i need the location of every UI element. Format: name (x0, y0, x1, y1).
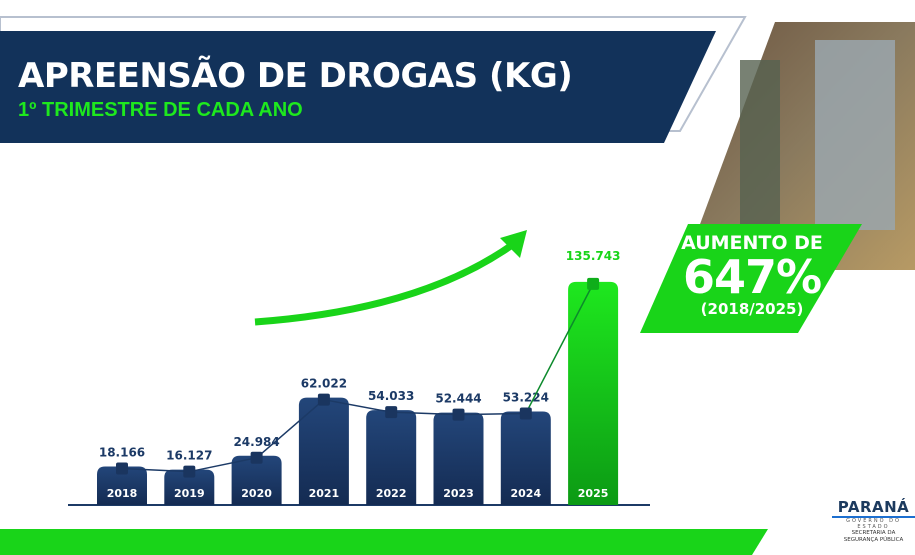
data-label: 52.444 (435, 392, 481, 406)
parana-logo: PARANÁ GOVERNO DO ESTADO SECRETARIA DA S… (832, 498, 915, 544)
increase-badge (640, 224, 862, 333)
data-label: 16.127 (166, 449, 212, 463)
logo-dept: SEGURANÇA PÚBLICA (843, 537, 904, 543)
trend-marker (519, 407, 532, 420)
trend-marker (317, 393, 330, 406)
bar-2023 (433, 412, 484, 505)
trend-marker (385, 406, 398, 419)
officer-figure (815, 40, 895, 230)
bottom-stripe (0, 529, 768, 555)
arrow-head-icon (500, 230, 527, 258)
x-tick-label: 2020 (241, 487, 272, 500)
x-tick-label: 2023 (443, 487, 474, 500)
trend-marker (250, 451, 263, 464)
data-label: 18.166 (99, 445, 145, 459)
data-label: 62.022 (301, 377, 347, 391)
trend-marker (116, 462, 128, 475)
badge-label: AUMENTO DE (681, 232, 823, 254)
badge-period: (2018/2025) (700, 300, 804, 318)
trend-marker (452, 408, 465, 421)
bar-2019 (164, 469, 215, 505)
badge-percent: 647% (682, 250, 822, 304)
trend-marker (183, 465, 196, 478)
data-label: 24.984 (233, 435, 279, 449)
bar-2020 (231, 455, 282, 505)
data-label: 54.033 (368, 389, 414, 403)
x-tick-label: 2021 (309, 487, 340, 500)
data-label: 53.224 (503, 390, 549, 404)
x-tick-label: 2019 (174, 487, 205, 500)
x-tick-label: 2025 (578, 487, 609, 500)
bar-2022 (366, 410, 417, 505)
bar-2018 (97, 466, 147, 505)
logo-name: PARANÁ (837, 498, 910, 516)
banner-outline (0, 16, 747, 132)
trend-marker (587, 277, 600, 290)
bar-2024 (500, 411, 551, 505)
increase-badge-text: AUMENTO DE 647% (2018/2025) (662, 232, 842, 318)
page-title: APREENSÃO DE DROGAS (KG) (18, 56, 573, 96)
trend-line-2025 (525, 283, 594, 414)
growth-arrow (254, 242, 515, 326)
logo-tagline: GOVERNO DO ESTADO (832, 516, 915, 530)
bar-2021 (298, 397, 349, 505)
officer-figure (740, 60, 780, 225)
data-label: 135.743 (566, 249, 621, 263)
x-tick-label: 2022 (376, 487, 407, 500)
page-subtitle: 1º TRIMESTRE DE CADA ANO (18, 99, 303, 121)
bar-2025 (568, 281, 619, 505)
x-tick-label: 2024 (510, 487, 541, 500)
title-banner (0, 31, 716, 143)
x-tick-label: 2018 (107, 487, 138, 500)
logo-dept: SECRETARIA DA (851, 530, 896, 536)
bar-chart: 2018 18.166 2019 16.127 2020 24.984 2021 62.022… (97, 249, 620, 505)
